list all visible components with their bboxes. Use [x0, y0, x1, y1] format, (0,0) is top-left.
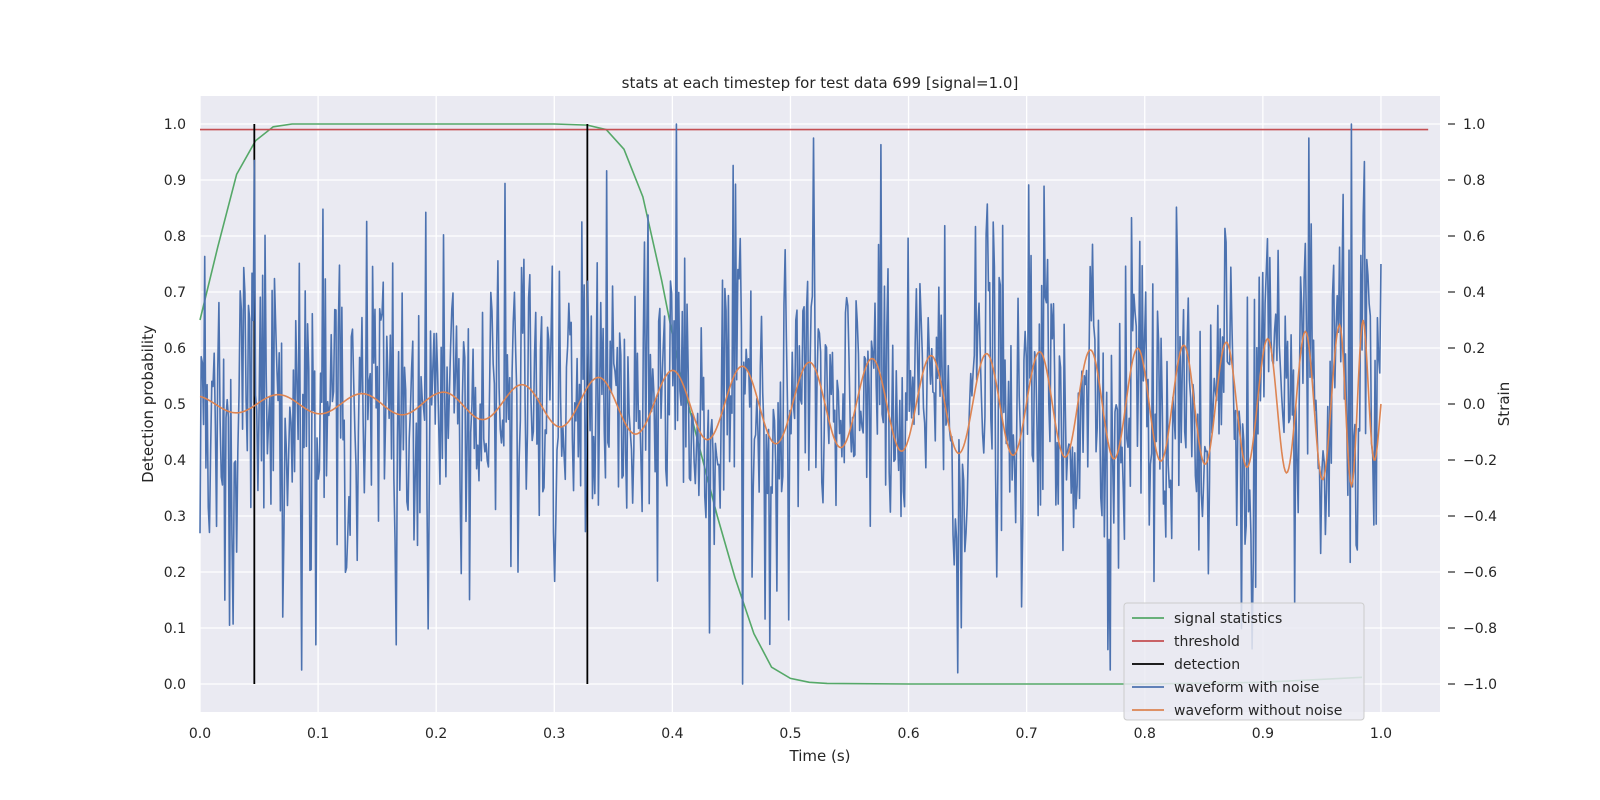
y-tick-label: 0.2	[164, 565, 186, 581]
y-right-tick-label: −0.6	[1463, 565, 1497, 581]
y-right-tick-label: 0.4	[1463, 285, 1485, 301]
legend-label-waveform-with-noise: waveform with noise	[1174, 680, 1319, 696]
x-tick-label: 0.6	[897, 726, 919, 742]
y-tick-label: 0.0	[164, 677, 186, 693]
y-tick-label: 0.1	[164, 621, 186, 637]
x-tick-label: 0.9	[1252, 726, 1274, 742]
x-tick-label: 1.0	[1370, 726, 1392, 742]
x-tick-label: 0.5	[779, 726, 801, 742]
x-tick-label: 0.8	[1134, 726, 1156, 742]
legend-label-detection: detection	[1174, 657, 1240, 673]
y-right-tick-label: 0.0	[1463, 397, 1485, 413]
y-tick-label: 0.3	[164, 509, 186, 525]
series-waveform-without-noise	[199, 319, 1382, 489]
legend-label-waveform-without-noise: waveform without noise	[1174, 703, 1342, 719]
y-right-tick-label: 0.6	[1463, 229, 1485, 245]
x-tick-label: 0.3	[543, 726, 565, 742]
y-right-tick-label: 0.8	[1463, 173, 1485, 189]
legend-label-signal-statistics: signal statistics	[1174, 611, 1282, 627]
y-right-tick-label: −0.2	[1463, 453, 1497, 469]
legend: signal statistics threshold detection wavef…	[1123, 602, 1365, 721]
series-layer	[199, 123, 1429, 685]
y-tick-label: 0.5	[164, 397, 186, 413]
y-tick-label: 0.8	[164, 229, 186, 245]
y-right-tick-label: −0.8	[1463, 621, 1497, 637]
x-axis-label: Time (s)	[789, 747, 851, 765]
x-tick-label: 0.7	[1016, 726, 1038, 742]
y-right-tick-label: 0.2	[1463, 341, 1485, 357]
x-tick-label: 0.0	[189, 726, 211, 742]
x-tick-label: 0.2	[425, 726, 447, 742]
y-tick-label: 1.0	[164, 117, 186, 133]
legend-box	[1123, 602, 1365, 721]
y-right-tick-label: −1.0	[1463, 677, 1497, 693]
chart-title: stats at each timestep for test data 699…	[622, 74, 1019, 92]
legend-label-threshold: threshold	[1174, 634, 1240, 650]
y-right-tick-label: 1.0	[1463, 117, 1485, 133]
y-axis-label: Detection probability	[139, 325, 157, 483]
x-tick-label: 0.1	[307, 726, 329, 742]
y-tick-label: 0.6	[164, 341, 186, 357]
y-axis-right-label: Strain	[1495, 382, 1513, 426]
x-tick-label: 0.4	[661, 726, 683, 742]
ticks: 0.0 0.1 0.2 0.3 0.4 0.5 0.6 0.7 0.8 0.9 1.0 0.0 0.1 0…	[164, 117, 1497, 742]
series-waveform-with-noise	[199, 123, 1382, 685]
y-tick-label: 0.9	[164, 173, 186, 189]
y-tick-label: 0.4	[164, 453, 186, 469]
y-right-tick-label: −0.4	[1463, 509, 1497, 525]
y-tick-label: 0.7	[164, 285, 186, 301]
